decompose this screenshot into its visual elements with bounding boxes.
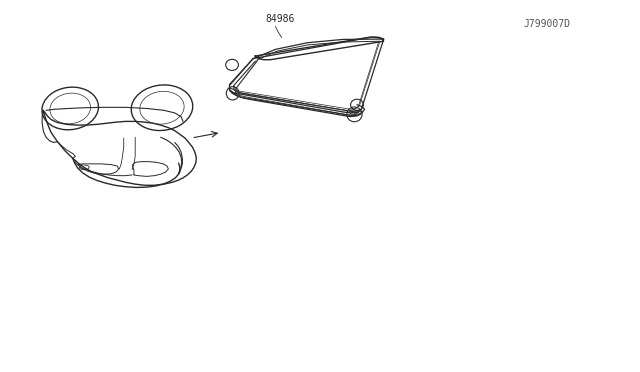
Text: 84986: 84986	[266, 13, 295, 23]
Text: J799007D: J799007D	[524, 19, 571, 29]
